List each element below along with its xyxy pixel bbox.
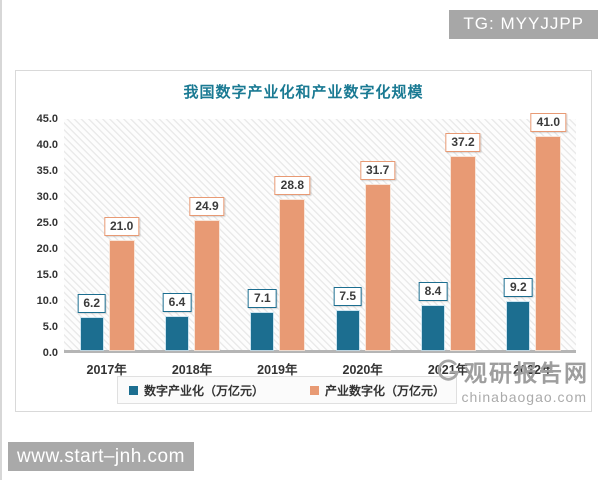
bar-value-label: 31.7 bbox=[359, 161, 396, 181]
bar-value-label: 24.9 bbox=[189, 196, 225, 216]
bar-series1-2020年 bbox=[336, 311, 359, 350]
chart-title: 我国数字产业化和产业数字化规模 bbox=[183, 84, 424, 101]
x-axis-tick-label: 2019年 bbox=[257, 363, 298, 377]
y-axis: 45.0 40.0 35.0 30.0 25.0 20.0 15.0 10.0 5.0 0.0 bbox=[16, 71, 60, 411]
bar-series2-2018年 bbox=[195, 220, 219, 350]
bar-series2-2019年 bbox=[280, 200, 305, 350]
y-axis-tick-label: 45.0 bbox=[36, 113, 58, 125]
x-axis: 2017年 2018年 2019年 2020年 2021年 2022年 bbox=[64, 359, 576, 377]
y-axis-tick-label: 35.0 bbox=[36, 165, 58, 177]
bar-series1-2018年 bbox=[166, 316, 188, 350]
bar-value-label: 7.1 bbox=[247, 289, 277, 309]
x-axis-tick-label: 2018年 bbox=[171, 363, 213, 377]
bar-value-label: 6.4 bbox=[162, 292, 192, 312]
y-axis-tick-label: 25.0 bbox=[36, 217, 58, 229]
page-edge-line bbox=[0, 0, 2, 480]
bar-series2-2020年 bbox=[365, 185, 390, 350]
bar-value-label: 8.4 bbox=[418, 282, 448, 302]
y-axis-tick-label: 10.0 bbox=[36, 295, 58, 307]
bar-series2-2017年 bbox=[109, 240, 134, 350]
bar-series1-2019年 bbox=[251, 313, 274, 350]
bar-value-label: 41.0 bbox=[530, 112, 567, 132]
watermark-site-url: chinabaogao.com bbox=[461, 389, 587, 405]
y-axis-tick-label: 5.0 bbox=[42, 321, 58, 333]
y-axis-tick-label: 15.0 bbox=[36, 269, 58, 281]
y-axis-tick-label: 20.0 bbox=[36, 243, 58, 255]
bar-value-label: 7.5 bbox=[333, 287, 362, 306]
legend: 数字产业化（万亿元） 产业数字化（万亿元） bbox=[117, 376, 457, 404]
bar-series1-2017年 bbox=[80, 317, 103, 350]
bar-series1-2021年 bbox=[422, 306, 444, 350]
bar-series1-2022年 bbox=[507, 302, 530, 350]
y-axis-tick-label: 40.0 bbox=[36, 139, 58, 151]
legend-swatch-icon bbox=[310, 385, 319, 395]
plot-area: 6.2 21.0 6.4 24.9 7.1 28.8 7.5 31.7 8.4 37.2 9.2 41… bbox=[64, 112, 576, 353]
bar-value-label: 21.0 bbox=[103, 216, 140, 236]
tg-badge: TG: MYYJJPP bbox=[449, 10, 598, 39]
bottom-banner-url: www.start–jnh.com bbox=[8, 442, 194, 471]
x-axis-tick-label: 2017年 bbox=[86, 363, 127, 377]
bar-value-label: 9.2 bbox=[503, 278, 533, 298]
y-axis-tick-label: 0.0 bbox=[42, 347, 58, 359]
legend-label: 数字产业化（万亿元） bbox=[143, 383, 264, 398]
bar-value-label: 28.8 bbox=[274, 176, 311, 196]
legend-swatch-icon bbox=[128, 385, 138, 395]
chart-card: 我国数字产业化和产业数字化规模 45.0 40.0 35.0 30.0 25.0 20.0… bbox=[15, 70, 592, 412]
bar-value-label: 6.2 bbox=[77, 293, 106, 313]
legend-label: 产业数字化（万亿元） bbox=[325, 383, 446, 398]
legend-item: 产业数字化（万亿元） bbox=[310, 382, 445, 399]
x-axis-tick-label: 2020年 bbox=[342, 363, 383, 377]
x-axis-tick-label: 2022年 bbox=[513, 363, 554, 377]
y-axis-tick-label: 30.0 bbox=[36, 191, 58, 203]
bar-value-label: 37.2 bbox=[445, 132, 481, 152]
legend-item: 数字产业化（万亿元） bbox=[128, 382, 264, 399]
bar-series2-2022年 bbox=[536, 136, 561, 350]
bar-series2-2021年 bbox=[451, 156, 475, 350]
